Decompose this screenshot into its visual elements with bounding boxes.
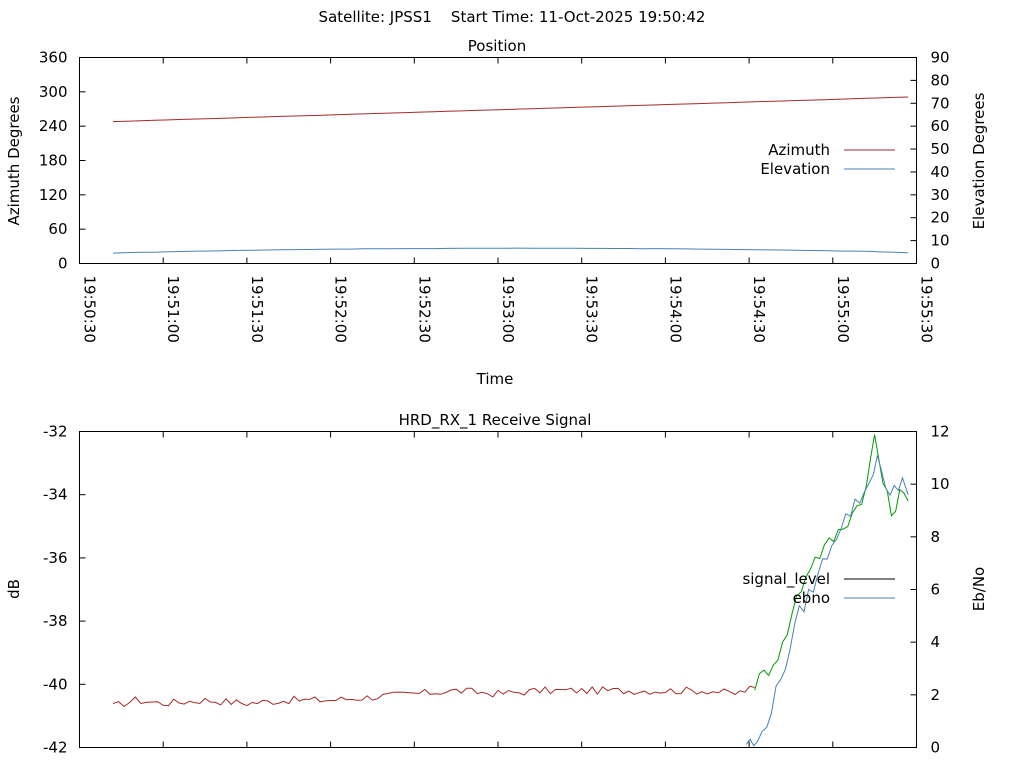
legend-label: ebno	[793, 589, 830, 607]
y2-tick-label: 6	[931, 581, 941, 599]
y2-tick-label: 0	[931, 255, 941, 273]
y2-tick-label: 30	[931, 186, 950, 204]
y-tick-label: -38	[43, 612, 68, 630]
position-y2-axis-label: Elevation Degrees	[970, 92, 988, 229]
y2-tick-label: 70	[931, 94, 950, 112]
x-tick-label: 19:51:00	[164, 276, 182, 343]
y2-tick-label: 0	[931, 739, 941, 757]
y-tick-label: 0	[58, 255, 68, 273]
page-title: Satellite: JPSS1 Start Time: 11-Oct-2025…	[319, 8, 706, 26]
y2-tick-label: 40	[931, 163, 950, 181]
series-line-Elevation	[112, 247, 909, 254]
x-tick-label: 19:55:30	[918, 276, 936, 343]
y2-tick-label: 10	[931, 232, 950, 250]
x-tick-label: 19:54:30	[750, 276, 768, 343]
series-line-Azimuth	[112, 96, 909, 123]
legend-label: signal_level	[742, 570, 830, 589]
x-tick-label: 19:50:30	[81, 276, 99, 343]
position-x-axis-label: Time	[476, 370, 514, 388]
y-tick-label: -32	[43, 423, 68, 441]
y-tick-label: 240	[39, 117, 68, 135]
y2-tick-label: 12	[931, 423, 950, 441]
x-tick-label: 19:52:00	[332, 276, 350, 343]
receive-signal-plot-frame	[79, 431, 917, 748]
position-y-axis-label: Azimuth Degrees	[5, 96, 23, 225]
y2-tick-label: 8	[931, 528, 941, 546]
legend-label: Elevation	[760, 160, 830, 178]
series-line-ebno	[745, 455, 909, 747]
y-tick-label: 300	[39, 83, 68, 101]
y-tick-label: 60	[48, 220, 67, 238]
position-title: Position	[468, 37, 526, 55]
x-tick-label: 19:53:30	[583, 276, 601, 343]
receive-signal-title: HRD_RX_1 Receive Signal	[399, 411, 592, 430]
x-tick-label: 19:55:00	[834, 276, 852, 343]
y-tick-label: 360	[39, 49, 68, 67]
series-line-signal-level-high	[754, 434, 909, 691]
y2-tick-label: 80	[931, 71, 950, 89]
x-tick-label: 19:51:30	[248, 276, 266, 343]
legend-label: Azimuth	[768, 141, 830, 159]
x-tick-label: 19:53:00	[499, 276, 517, 343]
y2-tick-label: 10	[931, 475, 950, 493]
y-tick-label: -40	[43, 675, 68, 693]
y2-tick-label: 2	[931, 686, 941, 704]
y2-tick-label: 20	[931, 209, 950, 227]
y-tick-label: -42	[43, 739, 68, 757]
y-tick-label: 120	[39, 186, 68, 204]
position-chart: Position 19:50:30 19:51:00 19:51:30 19:52:0…	[5, 37, 988, 388]
y2-tick-label: 60	[931, 117, 950, 135]
y-tick-label: -36	[43, 549, 68, 567]
series-line-signal-level	[112, 685, 755, 708]
x-tick-label: 19:52:30	[415, 276, 433, 343]
x-tick-label: 19:54:00	[666, 276, 684, 343]
y-tick-label: 180	[39, 152, 68, 170]
receive-signal-y2-axis-label: Eb/No	[970, 567, 988, 611]
y2-tick-label: 90	[931, 49, 950, 67]
y2-tick-label: 50	[931, 140, 950, 158]
y2-tick-label: 4	[931, 633, 941, 651]
y-tick-label: -34	[43, 486, 68, 504]
receive-signal-y-axis-label: dB	[5, 579, 23, 599]
receive-signal-chart: HRD_RX_1 Receive Signal -42 -40 -38 -36 -34 -…	[5, 411, 988, 757]
